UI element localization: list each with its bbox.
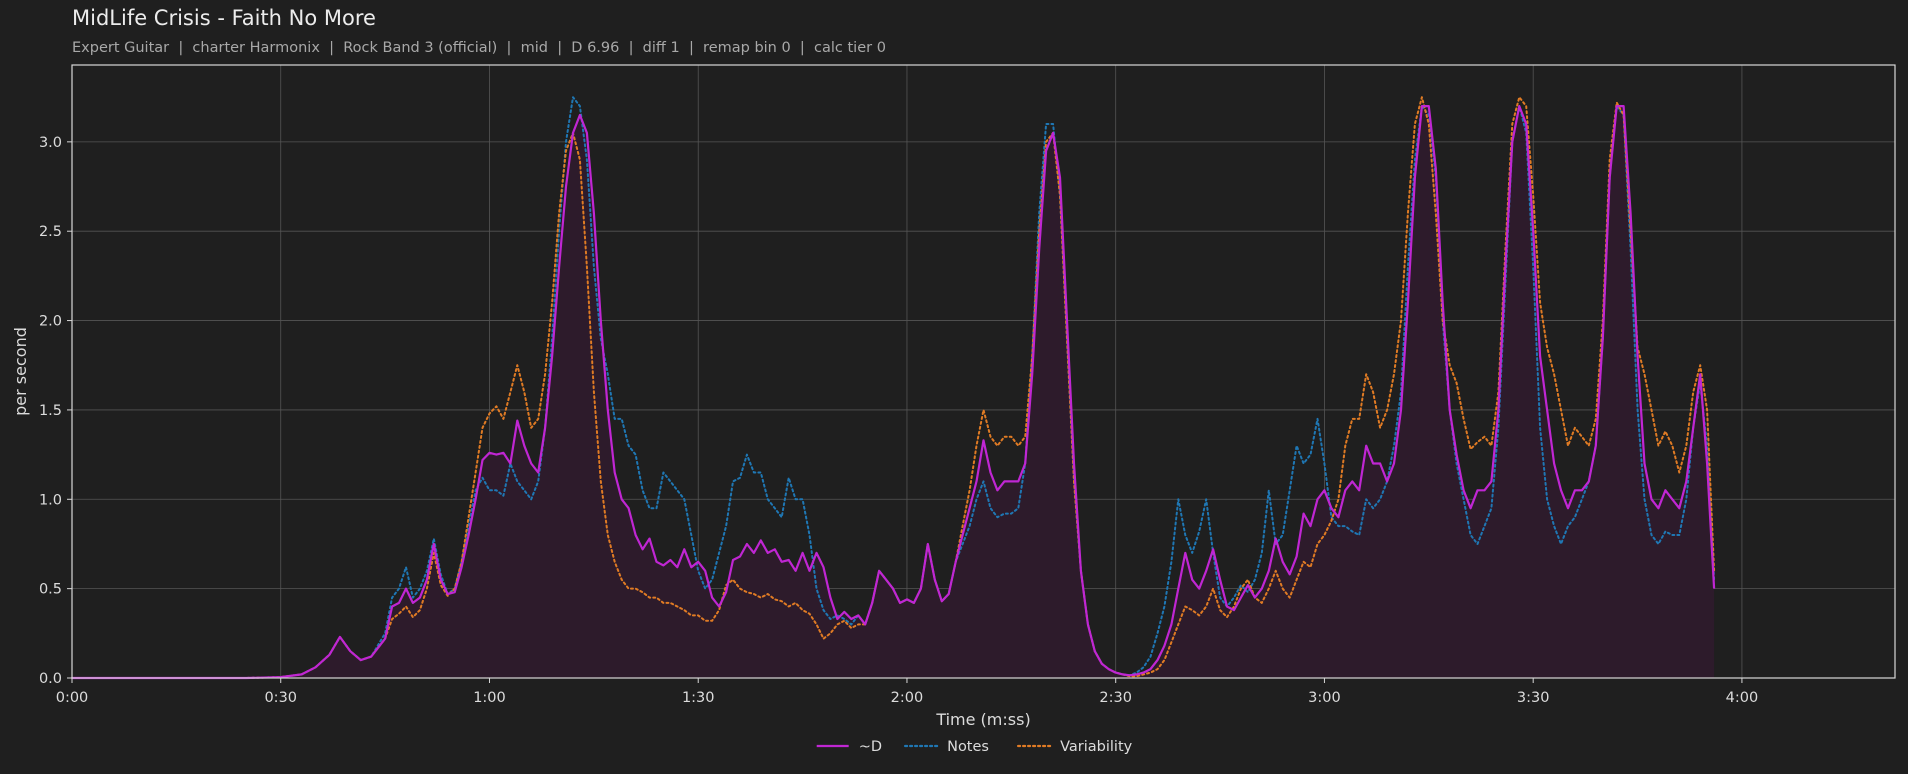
fill-layer <box>72 106 1715 679</box>
y-axis-label: per second <box>11 327 30 416</box>
series-lines <box>71 96 1716 680</box>
x-tick-label: 4:00 <box>1726 690 1759 706</box>
x-tick-label: 3:00 <box>1308 690 1341 706</box>
x-tick-label: 3:30 <box>1517 690 1550 706</box>
y-tick-label: 1.5 <box>39 403 62 419</box>
chart-title: MidLife Crisis - Faith No More <box>72 6 376 30</box>
x-tick-label: 0:30 <box>264 690 297 706</box>
y-tick-label: 2.0 <box>39 314 62 330</box>
series-line <box>72 105 1716 680</box>
x-tick-label: 0:00 <box>56 690 89 706</box>
legend-label: Notes <box>947 739 989 755</box>
series-fill <box>72 106 1715 679</box>
y-tick-label: 3.0 <box>39 135 62 151</box>
x-axis-label: Time (m:ss) <box>935 710 1030 729</box>
y-tick-label: 0.0 <box>39 671 62 687</box>
x-tick-label: 2:30 <box>1099 690 1132 706</box>
y-tick-label: 1.0 <box>39 492 62 508</box>
x-tick-label: 2:00 <box>891 690 924 706</box>
y-tick-label: 0.5 <box>39 582 62 598</box>
series-line <box>71 96 1716 679</box>
x-tick-label: 1:00 <box>473 690 506 706</box>
y-axis-ticks: 0.0 0.5 1.0 1.5 2.0 2.5 3.0 <box>39 135 72 687</box>
legend[interactable]: ~D Notes Variability <box>816 739 1133 755</box>
x-axis-ticks: 0:00 0:30 1:00 1:30 2:00 2:30 3:00 3:30 4:00 <box>56 678 1758 706</box>
series-line <box>71 96 1716 679</box>
legend-label: Variability <box>1060 739 1133 755</box>
legend-label: ~D <box>859 739 882 755</box>
chart-subtitle: Expert Guitar | charter Harmonix | Rock … <box>72 40 886 56</box>
y-tick-label: 2.5 <box>39 224 62 240</box>
x-tick-label: 1:30 <box>682 690 715 706</box>
plot-frame <box>71 64 1896 679</box>
